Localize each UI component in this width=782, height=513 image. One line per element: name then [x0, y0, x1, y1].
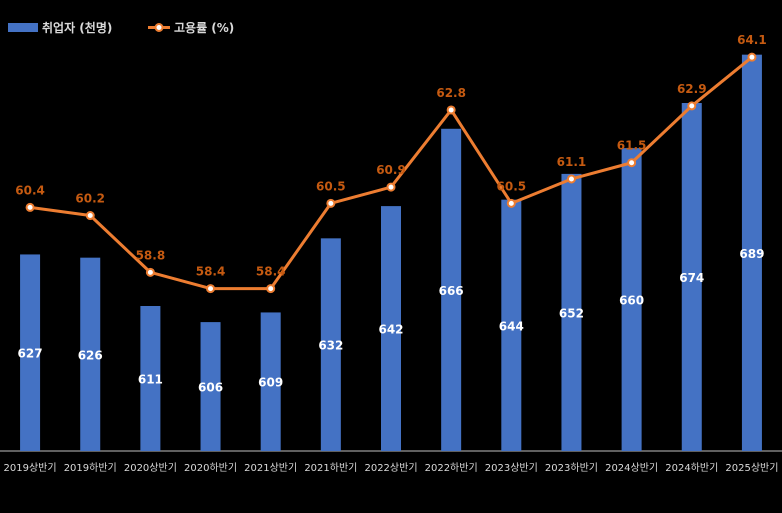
bar-2020하반기 — [200, 322, 221, 451]
line-label-2020하반기: 58.4 — [196, 265, 226, 279]
x-tick-2023상반기: 2023상반기 — [485, 462, 538, 474]
bar-2024상반기 — [621, 148, 642, 451]
bars-group — [20, 54, 762, 452]
line-label-2023하반기: 61.1 — [557, 155, 587, 169]
line-point-2022하반기 — [446, 105, 456, 115]
line-label-2019상반기: 60.4 — [15, 183, 45, 197]
x-tick-2021상반기: 2021상반기 — [244, 462, 297, 474]
bar-2021상반기 — [260, 312, 281, 451]
line-point-2019하반기 — [85, 211, 95, 221]
x-tick-2025상반기: 2025상반기 — [725, 462, 778, 474]
line-point-2022상반기 — [386, 182, 396, 192]
bar-2023상반기 — [501, 199, 522, 451]
bar-2020상반기 — [140, 306, 161, 451]
bar-2025상반기 — [741, 54, 762, 452]
line-label-2021상반기: 58.4 — [256, 265, 286, 279]
line-point-2024상반기 — [627, 158, 637, 168]
legend-label-bars: 취업자 (천명) — [42, 20, 112, 35]
line-point-2023하반기 — [566, 174, 576, 184]
bar-label-2020하반기: 606 — [198, 381, 223, 395]
x-tick-labels-group: 2019상반기 2019하반기 2020상반기 2020하반기 2021상반기 2021하… — [4, 461, 779, 474]
x-tick-2019하반기: 2019하반기 — [64, 461, 117, 474]
x-tick-2020상반기: 2020상반기 — [124, 462, 177, 474]
bar-labels-group: 627 626 611 606 609 632 642 666 644 652 660 674 689 — [18, 247, 765, 395]
line-label-2023상반기: 60.5 — [497, 179, 527, 193]
line-point-2020하반기 — [206, 284, 216, 294]
line-label-2022하반기: 62.8 — [436, 86, 466, 100]
line-series-group — [25, 52, 757, 294]
bar-label-2021상반기: 609 — [258, 376, 283, 390]
line-label-2024하반기: 62.9 — [677, 82, 707, 96]
line-point-2023상반기 — [506, 198, 516, 208]
line-point-2019상반기 — [25, 202, 35, 212]
line-point-2024하반기 — [687, 101, 697, 111]
bar-label-2022상반기: 642 — [378, 323, 403, 337]
legend-swatch-bars — [8, 23, 38, 32]
legend-label-line: 고용률 (%) — [174, 20, 234, 35]
bar-2019하반기 — [80, 257, 101, 451]
bar-label-2022하반기: 666 — [439, 284, 464, 298]
x-tick-2022상반기: 2022상반기 — [364, 462, 417, 474]
line-label-2019하반기: 60.2 — [75, 192, 105, 206]
line-label-2021하반기: 60.5 — [316, 179, 346, 193]
line-label-2020상반기: 58.8 — [136, 248, 166, 262]
bar-label-2019하반기: 626 — [78, 348, 103, 362]
line-point-2021하반기 — [326, 198, 336, 208]
x-tick-2024하반기: 2024하반기 — [665, 461, 718, 474]
bar-label-2024상반기: 660 — [619, 294, 644, 308]
x-tick-2022하반기: 2022하반기 — [425, 461, 478, 474]
x-tick-2024상반기: 2024상반기 — [605, 462, 658, 474]
bar-2023하반기 — [561, 173, 582, 451]
x-tick-2021하반기: 2021하반기 — [304, 461, 357, 474]
legend: 취업자 (천명) 고용률 (%) — [8, 20, 234, 35]
bar-label-2019상반기: 627 — [18, 347, 43, 361]
line-point-2021상반기 — [266, 284, 276, 294]
legend-marker-line — [154, 23, 164, 32]
line-point-2025상반기 — [747, 52, 757, 62]
bar-2022상반기 — [381, 206, 401, 451]
bar-label-2024하반기: 674 — [679, 271, 704, 285]
bar-label-2020상반기: 611 — [138, 373, 163, 387]
x-tick-2023하반기: 2023하반기 — [545, 461, 598, 474]
bar-label-2021하반기: 632 — [318, 339, 343, 353]
bar-2022하반기 — [441, 128, 462, 451]
x-tick-2019상반기: 2019상반기 — [4, 462, 57, 474]
bar-2021하반기 — [320, 238, 341, 451]
line-label-2025상반기: 64.1 — [737, 33, 767, 47]
line-point-2020상반기 — [145, 267, 155, 277]
x-tick-2020하반기: 2020하반기 — [184, 461, 237, 474]
bar-label-2023상반기: 644 — [499, 319, 524, 333]
bar-label-2025상반기: 689 — [739, 247, 764, 261]
line-label-2024상반기: 61.5 — [617, 139, 647, 153]
bar-2024하반기 — [681, 103, 702, 451]
line-label-2022상반기: 60.9 — [376, 163, 406, 177]
bar-label-2023하반기: 652 — [559, 306, 584, 320]
bar-2019상반기 — [20, 254, 41, 451]
line-labels-group: 60.4 60.2 58.8 58.4 58.4 60.5 60.9 62.8 60.5 61.1… — [15, 33, 766, 278]
